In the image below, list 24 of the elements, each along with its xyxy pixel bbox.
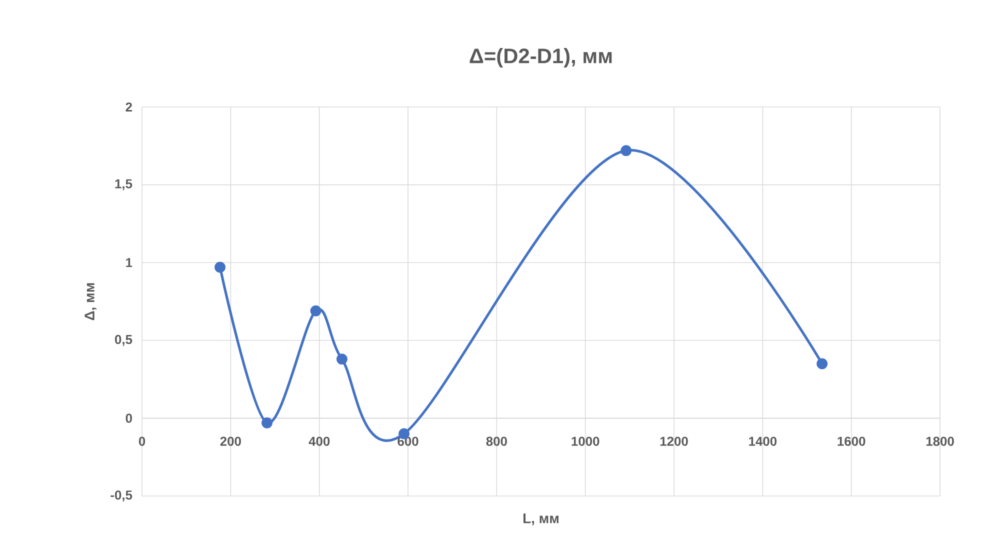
- chart-title: Δ=(D2-D1), мм: [470, 48, 612, 68]
- x-tick-label: 1400: [749, 436, 777, 446]
- y-tick-label: 2: [126, 102, 132, 112]
- y-tick-label: 0: [126, 414, 132, 423]
- point: [336, 354, 348, 365]
- x-tick-label: 1800: [926, 436, 954, 446]
- x-tick-label: 1600: [838, 436, 866, 446]
- x-tick-label: 800: [486, 436, 507, 446]
- point: [620, 145, 632, 156]
- x-tick-label: 0: [138, 436, 146, 446]
- x-tick-label: 1000: [572, 436, 600, 446]
- point: [262, 417, 272, 428]
- y-tick-label: 1: [126, 258, 132, 268]
- point: [310, 305, 322, 316]
- x-tick-label: 400: [308, 436, 330, 446]
- x-tick-label: 1200: [660, 436, 688, 446]
- y-tick-label: -0,5: [110, 490, 132, 502]
- y-axis-title: Δ, мм: [84, 283, 96, 320]
- x-tick-label: 200: [220, 436, 241, 446]
- x-axis-title: L, мм: [523, 514, 558, 526]
- y-tick-label: 0,5: [114, 334, 132, 346]
- point: [214, 262, 226, 273]
- point: [816, 358, 828, 370]
- y-tick-label: 1,5: [115, 179, 132, 190]
